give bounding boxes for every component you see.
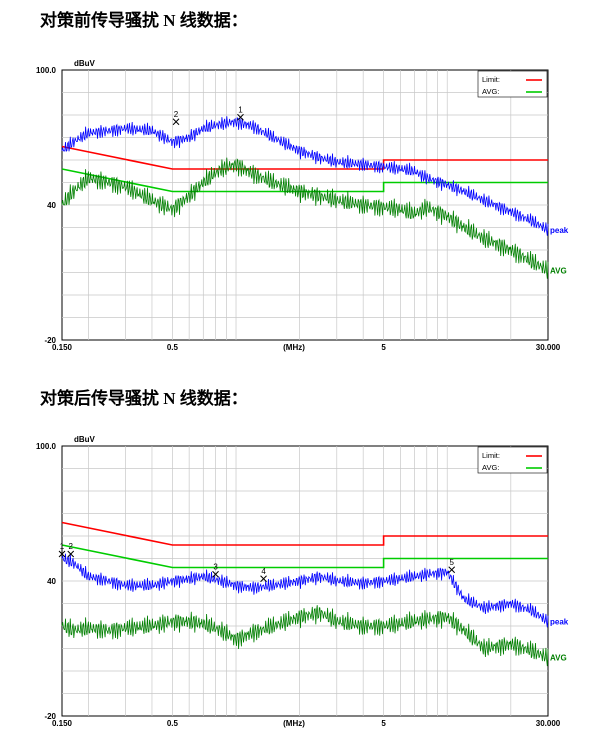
before-marker-label: 1 (238, 105, 243, 114)
before-x-unit-label: (MHz) (283, 343, 305, 352)
after-marker: 5 (448, 558, 456, 574)
after-x-tick-label: 5 (381, 719, 386, 728)
before-y-unit-label: dBuV (74, 59, 96, 68)
after-legend-label: AVG: (482, 463, 499, 472)
before-marker-x (172, 118, 180, 126)
after-marker-label: 3 (213, 562, 218, 571)
before-x-tick-label: 0.5 (167, 343, 179, 352)
after-x-tick-label: 0.150 (52, 719, 73, 728)
after-series-peak (61, 553, 549, 628)
after-legend: Limit: AVG: (477, 446, 548, 474)
before-x-tick-label: 0.150 (52, 343, 73, 352)
after-marker-label: 4 (261, 567, 266, 576)
after-marker-label: 1 (60, 542, 65, 551)
after-marker: 3 (212, 562, 219, 578)
before-legend: Limit: AVG: (477, 70, 548, 98)
after-marker-label: 2 (69, 542, 74, 551)
after-marker-x (67, 550, 75, 558)
after-marker-x (212, 570, 219, 578)
before-y-tick-label: -20 (44, 336, 56, 345)
emi-chart-after: 100.0 40 -20 dBuV 0.150 0.5 5 30.000 (MHz) peak AV… (36, 435, 569, 728)
after-marker-x (260, 575, 267, 583)
after-x-tick-label: 0.5 (167, 719, 179, 728)
after-trace-label-peak: peak (550, 618, 569, 627)
before-y-tick-label: 100.0 (36, 66, 57, 75)
chart-heading-after: 对策后传导骚扰 N 线数据： (40, 389, 248, 408)
before-legend-label: Limit: (482, 75, 500, 84)
before-legend-label: AVG: (482, 87, 499, 96)
after-trace-label-avg: AVG (550, 654, 567, 663)
chart-heading-before: 对策前传导骚扰 N 线数据： (40, 11, 248, 30)
after-y-tick-label: 40 (47, 577, 56, 586)
emi-chart-before: 100.0 40 -20 dBuV 0.150 0.5 5 30.000 (MHz) peak AV… (36, 59, 569, 352)
after-marker: 1 (58, 542, 66, 558)
before-series-avg (61, 157, 549, 279)
after-marker-x (58, 550, 66, 558)
before-x-tick-label: 5 (381, 343, 386, 352)
before-x-tick-label: 30.000 (536, 343, 561, 352)
before-y-tick-label: 40 (47, 201, 56, 210)
after-limit-line-avg (61, 544, 548, 569)
after-marker: 2 (67, 542, 75, 558)
after-x-unit-label: (MHz) (283, 719, 305, 728)
after-y-unit-label: dBuV (74, 435, 96, 444)
before-trace-label-avg: AVG (550, 266, 567, 275)
before-marker-label: 2 (174, 110, 179, 119)
after-marker-label: 5 (449, 558, 454, 567)
after-legend-label: Limit: (482, 451, 500, 460)
after-series-avg (61, 605, 549, 667)
before-limit-line-limit (61, 145, 548, 170)
before-series-peak (61, 116, 549, 236)
after-limit-line-limit (61, 521, 548, 546)
before-marker-x (237, 113, 244, 121)
before-marker: 1 (237, 105, 244, 121)
after-y-tick-label: 100.0 (36, 442, 57, 451)
after-y-tick-label: -20 (44, 712, 56, 721)
before-trace-label-peak: peak (550, 226, 569, 235)
after-marker: 4 (260, 567, 267, 583)
before-marker: 2 (172, 110, 180, 126)
after-marker-x (448, 566, 456, 574)
after-x-tick-label: 30.000 (536, 719, 561, 728)
